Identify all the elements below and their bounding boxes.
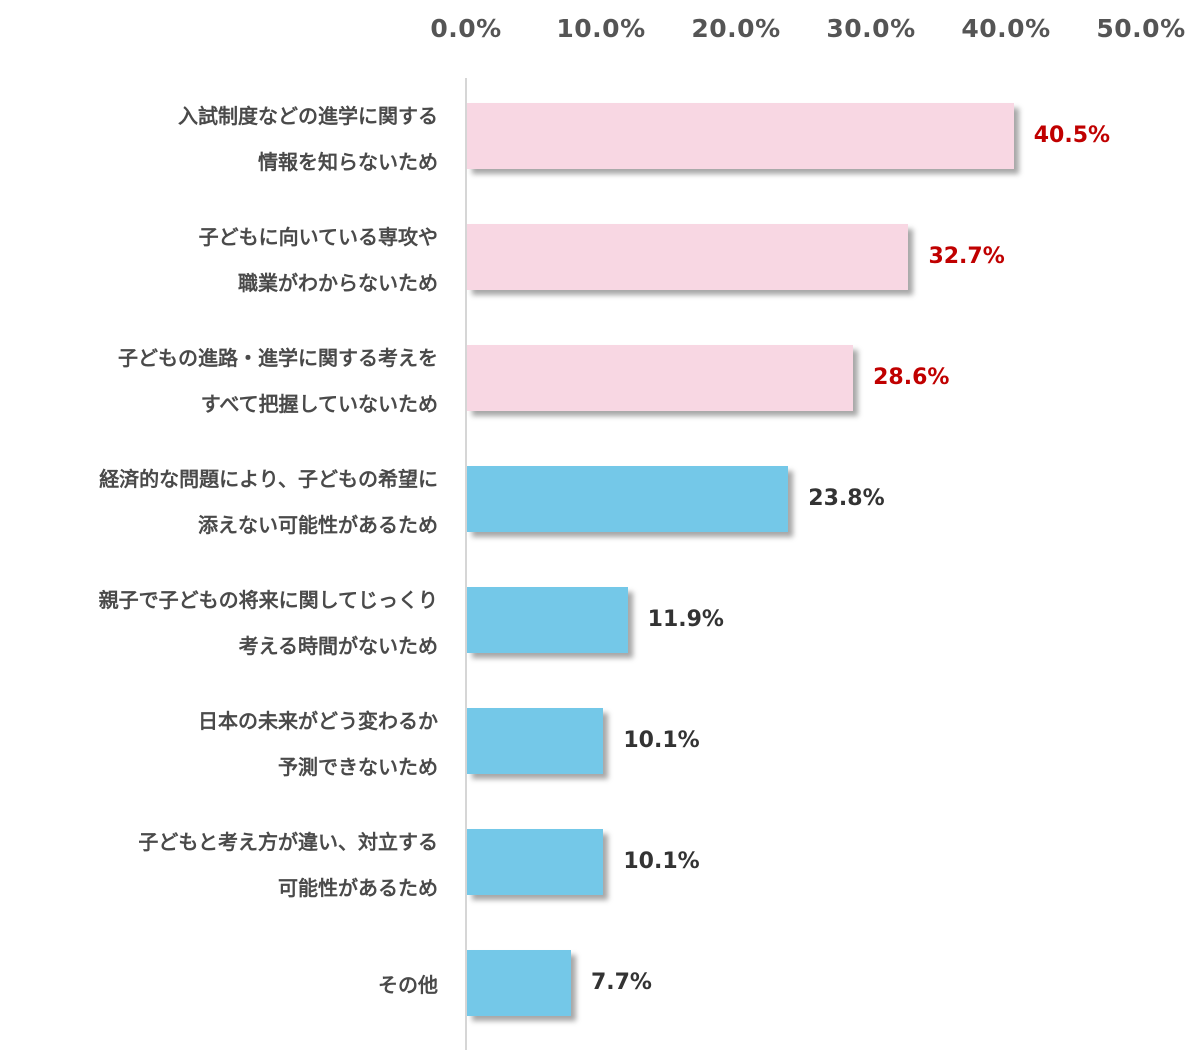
- value-label: 10.1%: [623, 728, 700, 753]
- category-label: 経済的な問題により、子どもの希望に添えない可能性があるため: [0, 456, 438, 548]
- category-label: その他: [0, 962, 438, 1008]
- category-label-line1: その他: [378, 973, 438, 997]
- value-label: 32.7%: [928, 244, 1005, 269]
- value-label: 10.1%: [623, 849, 700, 874]
- category-label: 子どもの進路・進学に関する考えをすべて把握していないため: [0, 335, 438, 427]
- x-tick: 30.0%: [826, 14, 916, 43]
- bar-row: 子どもと考え方が違い、対立する可能性があるため 10.1%: [0, 819, 1200, 940]
- value-label: 23.8%: [808, 486, 885, 511]
- bar-row: その他 7.7%: [0, 940, 1200, 1061]
- bar-row: 子どもに向いている専攻や職業がわからないため 32.7%: [0, 214, 1200, 335]
- category-label-line2: 職業がわからないため: [238, 271, 438, 295]
- bar-highlight: [467, 103, 1014, 169]
- x-tick: 40.0%: [961, 14, 1051, 43]
- category-label: 子どもと考え方が違い、対立する可能性があるため: [0, 819, 438, 911]
- value-label: 7.7%: [590, 970, 652, 995]
- category-label-line2: 情報を知らないため: [258, 150, 438, 174]
- bar-highlight: [467, 224, 909, 290]
- bar-row: 入試制度などの進学に関する情報を知らないため 40.5%: [0, 93, 1200, 214]
- category-label-line2: 考える時間がないため: [238, 634, 438, 658]
- category-label-line2: 予測できないため: [278, 755, 438, 779]
- bar: [467, 587, 628, 653]
- category-label-line2: すべて把握していないため: [200, 392, 438, 416]
- category-label-line1: 子どもと考え方が違い、対立する: [138, 830, 438, 854]
- x-tick: 10.0%: [556, 14, 646, 43]
- category-label-line1: 経済的な問題により、子どもの希望に: [99, 467, 438, 491]
- category-label-line2: 可能性があるため: [278, 876, 438, 900]
- x-tick: 20.0%: [691, 14, 781, 43]
- bar: [467, 950, 571, 1016]
- category-label-line2: 添えない可能性があるため: [198, 513, 438, 537]
- y-axis-line: [465, 78, 467, 1050]
- value-label: 28.6%: [873, 365, 950, 390]
- category-label-line1: 子どもの進路・進学に関する考えを: [118, 346, 438, 370]
- category-label-line1: 子どもに向いている専攻や: [198, 225, 438, 249]
- bar: [467, 466, 789, 532]
- category-label: 子どもに向いている専攻や職業がわからないため: [0, 214, 438, 306]
- value-label: 11.9%: [647, 607, 724, 632]
- bar-highlight: [467, 345, 854, 411]
- category-label-line1: 日本の未来がどう変わるか: [198, 709, 438, 733]
- category-label: 親子で子どもの将来に関してじっくり考える時間がないため: [0, 577, 438, 669]
- bar-row: 経済的な問題により、子どもの希望に添えない可能性があるため 23.8%: [0, 456, 1200, 577]
- bar-row: 親子で子どもの将来に関してじっくり考える時間がないため 11.9%: [0, 577, 1200, 698]
- value-label: 40.5%: [1033, 123, 1111, 148]
- category-label-line1: 入試制度などの進学に関する: [178, 104, 438, 128]
- bar: [467, 829, 604, 895]
- category-label-line1: 親子で子どもの将来に関してじっくり: [98, 588, 438, 612]
- bar: [467, 708, 604, 774]
- bar-row: 子どもの進路・進学に関する考えをすべて把握していないため 28.6%: [0, 335, 1200, 456]
- x-tick: 50.0%: [1096, 14, 1186, 43]
- category-label: 入試制度などの進学に関する情報を知らないため: [0, 93, 438, 185]
- x-tick: 0.0%: [430, 14, 502, 43]
- category-label: 日本の未来がどう変わるか予測できないため: [0, 698, 438, 790]
- bar-row: 日本の未来がどう変わるか予測できないため 10.1%: [0, 698, 1200, 819]
